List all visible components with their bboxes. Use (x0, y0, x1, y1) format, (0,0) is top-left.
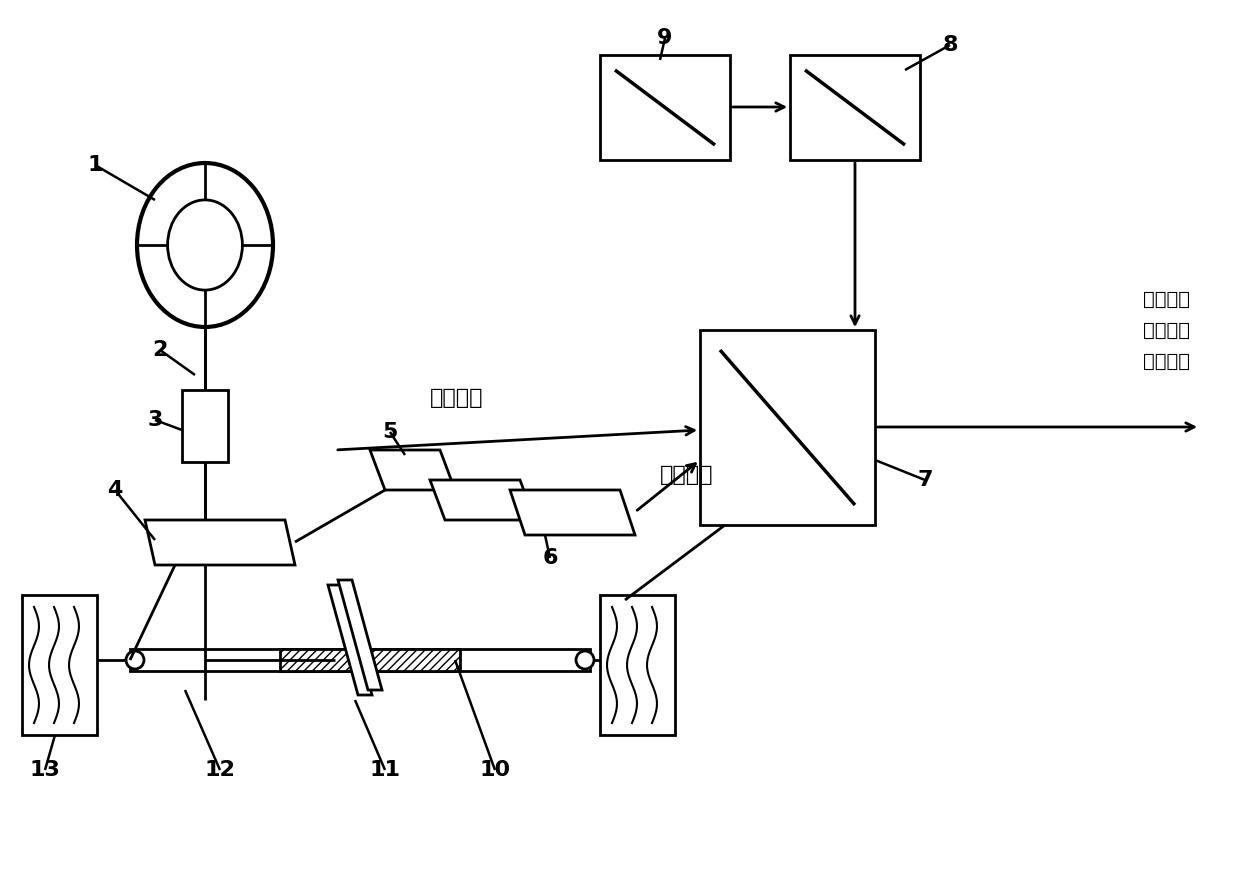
Ellipse shape (136, 163, 273, 327)
Text: 9: 9 (657, 28, 672, 48)
Text: 2: 2 (153, 340, 167, 360)
Text: 12: 12 (205, 760, 236, 780)
Text: 7: 7 (918, 470, 932, 490)
Bar (790, 55, 920, 160)
Bar (701, 330, 875, 525)
Ellipse shape (167, 200, 242, 290)
Circle shape (126, 651, 144, 669)
Bar (600, 55, 730, 160)
Text: 1: 1 (87, 155, 103, 175)
Polygon shape (370, 450, 455, 490)
Text: 11: 11 (370, 760, 401, 780)
Text: 13: 13 (30, 760, 61, 780)
Text: 5: 5 (382, 422, 398, 442)
Text: 电流信号: 电流信号 (660, 465, 713, 485)
Text: 6: 6 (542, 548, 558, 568)
Text: 车速信号
点火信号
负载信号: 车速信号 点火信号 负载信号 (1143, 290, 1190, 371)
Text: 10: 10 (480, 760, 511, 780)
Text: 8: 8 (942, 35, 957, 55)
Polygon shape (339, 580, 382, 690)
Bar (22, 595, 97, 735)
Bar (280, 649, 460, 671)
Polygon shape (510, 490, 635, 535)
Bar (130, 649, 590, 671)
Text: 转矩信号: 转矩信号 (430, 388, 484, 408)
Text: 3: 3 (148, 410, 162, 430)
Polygon shape (430, 480, 534, 520)
Polygon shape (329, 585, 372, 695)
Polygon shape (145, 520, 295, 565)
Circle shape (577, 651, 594, 669)
Bar (182, 390, 228, 462)
Bar (600, 595, 675, 735)
Text: 4: 4 (108, 480, 123, 500)
